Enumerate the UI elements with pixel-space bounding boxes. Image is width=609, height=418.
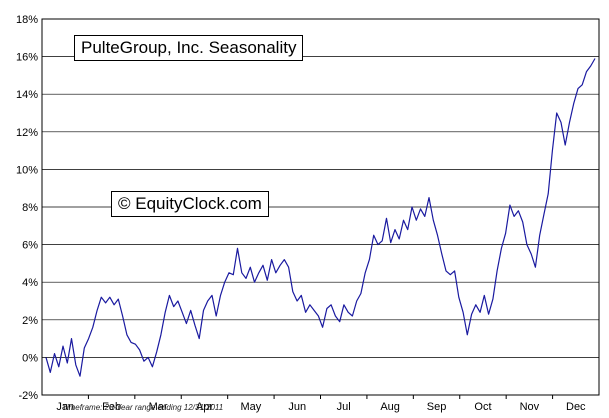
x-tick-label: Feb [102,401,121,413]
y-tick-label: 18% [16,14,38,26]
x-tick-label: May [240,401,261,413]
watermark-label: © EquityClock.com [111,191,269,217]
x-tick-label: Sep [427,401,447,413]
y-tick-label: 4% [22,277,38,289]
timeframe-footnote: Timeframe: 20-Year range ending 12/31/20… [62,403,224,412]
x-tick-label: Nov [520,401,540,413]
y-axis-ticks: -2% 0% 2% 4% 6% 8% 10% 12% 14% 16% 18% [16,14,38,402]
y-tick-label: 10% [16,164,38,176]
x-tick-label: Apr [196,401,213,413]
x-tick-label: Jun [288,401,306,413]
x-tick-label: Jul [337,401,351,413]
y-tick-label: 12% [16,127,38,139]
x-tick-label: Dec [566,401,586,413]
y-tick-label: -2% [18,390,38,402]
series-line [45,58,596,377]
y-tick-label: 0% [22,352,38,364]
y-tick-label: 14% [16,89,38,101]
y-tick-label: 16% [16,52,38,64]
x-tick-label: Jan [56,401,74,413]
series-group [45,58,596,377]
x-tick-label: Oct [474,401,491,413]
x-tick-label: Mar [149,401,168,413]
y-tick-label: 8% [22,202,38,214]
y-tick-label: 2% [22,315,38,327]
x-axis-ticks: Jan Feb Mar Apr May Jun Jul Aug Sep Oct Nov Dec [56,395,586,413]
chart-title: PulteGroup, Inc. Seasonality [74,35,304,61]
x-tick-label: Aug [380,401,400,413]
y-tick-label: 6% [22,240,38,252]
